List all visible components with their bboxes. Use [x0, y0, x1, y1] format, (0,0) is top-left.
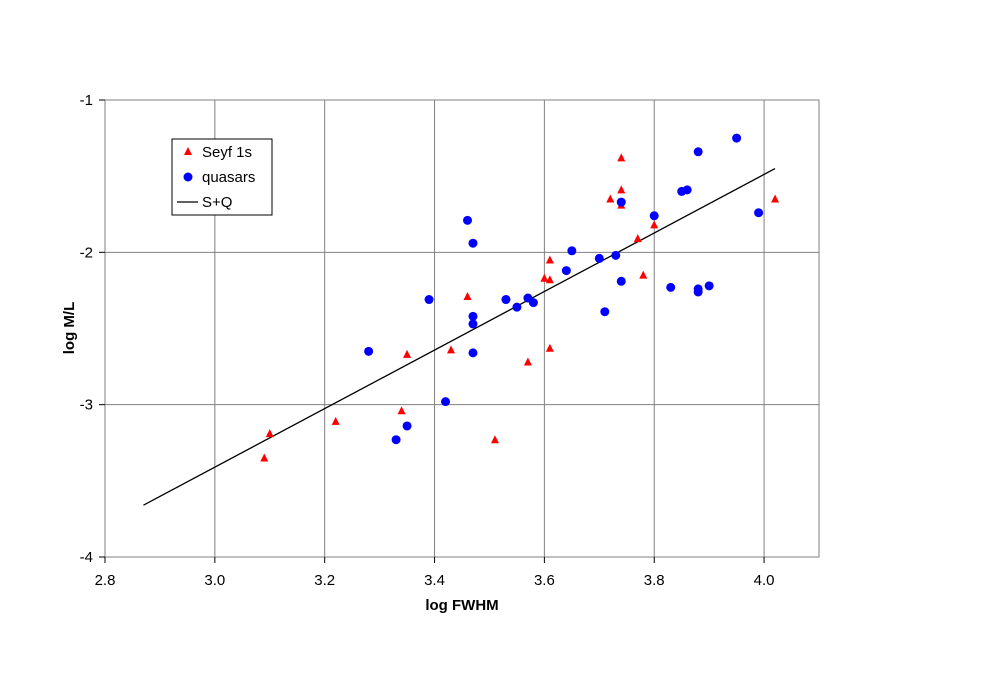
quasar-point	[616, 276, 626, 286]
x-tick-label: 3.6	[534, 572, 555, 589]
x-tick-label: 4.0	[754, 572, 775, 589]
quasar-point	[468, 311, 478, 321]
quasar-point	[468, 319, 478, 329]
quasar-point	[402, 421, 412, 431]
seyf-point	[545, 275, 554, 284]
x-axis-title: log FWHM	[425, 597, 498, 614]
y-tick-label: -1	[80, 92, 93, 109]
seyf-point	[545, 343, 554, 352]
trend-line-layer	[143, 167, 776, 506]
legend-label-seyf: Seyf 1s	[202, 144, 252, 161]
quasar-point	[611, 250, 621, 260]
legend: Seyf 1s quasars S+Q	[171, 138, 273, 216]
quasar-point	[616, 197, 626, 207]
quasar-point	[732, 133, 742, 143]
seyf-point	[265, 429, 274, 438]
seyf-point	[545, 255, 554, 264]
seyf-point	[260, 453, 269, 462]
seyf-point	[447, 345, 456, 354]
seyf-point	[490, 435, 499, 444]
legend-label-quasars: quasars	[202, 169, 255, 186]
quasar-point	[391, 435, 401, 445]
y-axis-title: log M/L	[61, 302, 78, 355]
quasar-point	[424, 295, 434, 305]
quasar-point	[594, 253, 604, 263]
seyf-point	[331, 416, 340, 425]
x-tick-label: 3.8	[644, 572, 665, 589]
seyf-point	[650, 220, 659, 229]
quasar-point	[666, 282, 676, 292]
quasar-point	[693, 147, 703, 157]
x-tick-label: 3.2	[314, 572, 335, 589]
quasar-point	[468, 238, 478, 248]
y-tick-label: -2	[80, 244, 93, 261]
seyf-point	[617, 153, 626, 162]
axis-ticks: 2.8 3.0 3.2 3.4 3.6 3.8 4.0 -1 -2 -3 -4	[80, 92, 775, 589]
quasar-point	[528, 298, 538, 308]
seyf-point	[771, 194, 780, 203]
quasar-point	[501, 295, 511, 305]
seyf-point	[617, 185, 626, 194]
quasar-point	[693, 284, 703, 294]
seyf-point	[463, 292, 472, 301]
trend-line-sq	[143, 167, 776, 506]
quasar-point	[468, 348, 478, 358]
seyf-point	[633, 234, 642, 243]
seyf-point	[540, 273, 549, 282]
legend-label-sq: S+Q	[202, 194, 232, 211]
quasar-point	[682, 185, 692, 195]
seyf-point	[397, 406, 406, 415]
quasar-point	[600, 307, 610, 317]
y-tick-label: -3	[80, 397, 93, 414]
quasar-point	[567, 246, 577, 256]
quasar-point	[441, 397, 451, 407]
quasar-point	[512, 302, 522, 312]
seyf-point	[403, 349, 412, 358]
x-tick-label: 3.0	[204, 572, 225, 589]
quasar-point	[649, 211, 659, 221]
quasar-point	[561, 266, 571, 276]
seyf-point	[606, 194, 615, 203]
seyf-point	[523, 357, 532, 366]
x-tick-label: 2.8	[95, 572, 116, 589]
quasar-point	[704, 281, 714, 291]
quasar-point	[364, 346, 374, 356]
data-points-layer	[260, 133, 780, 462]
seyf-point	[639, 270, 648, 279]
quasar-point	[754, 208, 764, 218]
y-tick-label: -4	[80, 549, 93, 566]
legend-marker-seyf	[184, 147, 192, 155]
quasar-point	[462, 215, 472, 225]
legend-marker-quasars	[183, 172, 193, 182]
x-tick-label: 3.4	[424, 572, 445, 589]
